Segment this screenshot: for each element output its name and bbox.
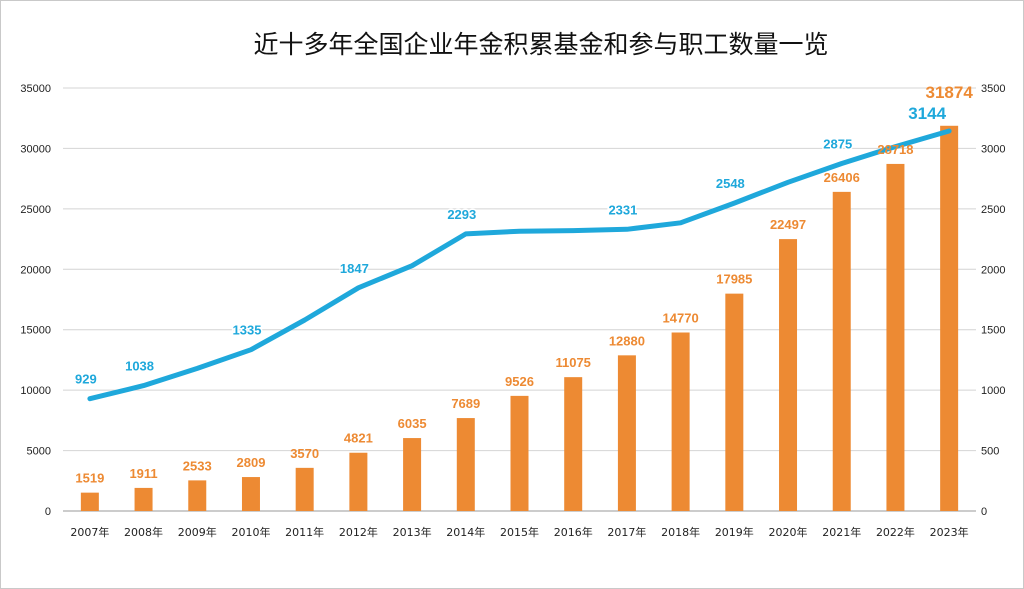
x-tick-label: 2016年	[554, 525, 593, 539]
bar	[188, 480, 207, 511]
x-tick-label: 2020年	[769, 525, 808, 539]
chart-title: 近十多年全国企业年金积累基金和参与职工数量一览	[253, 30, 828, 59]
x-tick-label: 2019年	[715, 525, 754, 539]
bar-value-label: 2809	[237, 455, 266, 470]
right-tick-label: 3500	[981, 83, 1005, 95]
bar-value-label: 9526	[505, 374, 534, 389]
left-tick-label: 35000	[20, 83, 51, 95]
x-tick-label: 2008年	[124, 525, 163, 539]
bar	[456, 418, 475, 511]
line-value-label: 1847	[340, 261, 369, 276]
x-tick-label: 2014年	[446, 525, 485, 539]
bar	[832, 191, 851, 511]
bar	[403, 438, 422, 511]
bar	[564, 377, 583, 511]
x-tick-label: 2011年	[285, 525, 324, 539]
line-value-label: 2293	[447, 207, 476, 222]
right-tick-label: 2500	[981, 204, 1005, 216]
bar	[134, 487, 153, 511]
bar	[80, 492, 99, 511]
x-tick-label: 2012年	[339, 525, 378, 539]
data-labels: 1519 1911 2533 2809 3570 4821 6035 7689 9526 1107…	[74, 83, 974, 486]
bar	[617, 355, 636, 511]
line-value-label: 3144	[908, 104, 946, 123]
bar-value-label: 31874	[926, 83, 974, 102]
x-tick-label: 2021年	[822, 525, 861, 539]
line-value-label: 2875	[823, 137, 852, 152]
x-tick-label: 2017年	[607, 525, 646, 539]
bar-value-label: 6035	[398, 416, 427, 431]
line-value-label: 929	[75, 372, 97, 387]
x-tick-label: 2022年	[876, 525, 915, 539]
x-tick-label: 2009年	[178, 525, 217, 539]
bar	[886, 163, 905, 511]
left-tick-label: 5000	[27, 446, 51, 458]
left-tick-label: 30000	[20, 143, 51, 155]
line-value-label: 1038	[125, 359, 154, 374]
line-value-label: 2548	[716, 176, 745, 191]
x-tick-label: 2023年	[930, 525, 969, 539]
bar-value-label: 22497	[770, 217, 806, 232]
line-value-label: 2331	[608, 202, 637, 217]
bar-value-label: 4821	[344, 431, 373, 446]
bar-value-label: 28718	[877, 142, 913, 157]
left-y-axis: 0 5000 10000 15000 20000 25000 30000 35000	[20, 83, 51, 518]
right-tick-label: 2000	[981, 264, 1005, 276]
bar	[779, 239, 798, 512]
bar	[510, 395, 529, 511]
bar-value-label: 7689	[451, 396, 480, 411]
line-path	[87, 128, 952, 402]
x-tick-label: 2013年	[393, 525, 432, 539]
bar-value-label: 3570	[290, 446, 319, 461]
line-series	[87, 128, 952, 402]
right-tick-label: 0	[981, 506, 987, 518]
left-tick-label: 25000	[20, 204, 51, 216]
left-tick-label: 0	[45, 506, 51, 518]
x-tick-label: 2018年	[661, 525, 700, 539]
x-tick-label: 2015年	[500, 525, 539, 539]
bar	[671, 332, 690, 511]
bar	[241, 477, 260, 511]
bar-value-label: 14770	[663, 310, 699, 325]
x-tick-label: 2010年	[231, 525, 270, 539]
left-tick-label: 15000	[20, 325, 51, 337]
bar-value-label: 26406	[824, 170, 860, 185]
bar-series	[80, 125, 959, 512]
x-tick-label: 2007年	[70, 525, 109, 539]
bar-value-label: 1911	[129, 466, 157, 481]
left-tick-label: 20000	[20, 264, 51, 276]
bar	[940, 125, 959, 512]
right-tick-label: 1000	[981, 385, 1005, 397]
bar-value-label: 2533	[183, 458, 212, 473]
right-y-axis: 0 500 1000 1500 2000 2500 3000 3500	[981, 83, 1005, 518]
line-value-label: 1335	[233, 323, 262, 338]
bar	[295, 467, 314, 511]
bar-value-label: 11075	[555, 355, 590, 370]
gridlines	[63, 87, 976, 512]
bar-value-label: 1519	[75, 471, 104, 486]
right-tick-label: 1500	[981, 325, 1005, 337]
right-tick-label: 500	[981, 446, 999, 458]
bar	[725, 293, 744, 511]
bar	[349, 452, 368, 511]
left-tick-label: 10000	[20, 385, 51, 397]
bar-value-label: 17985	[716, 272, 752, 287]
x-axis: 2007年 2008年 2009年 2010年 2011年 2012年 2013年 2014年…	[70, 525, 968, 539]
bar-value-label: 12880	[609, 333, 645, 348]
right-tick-label: 3000	[981, 143, 1005, 155]
